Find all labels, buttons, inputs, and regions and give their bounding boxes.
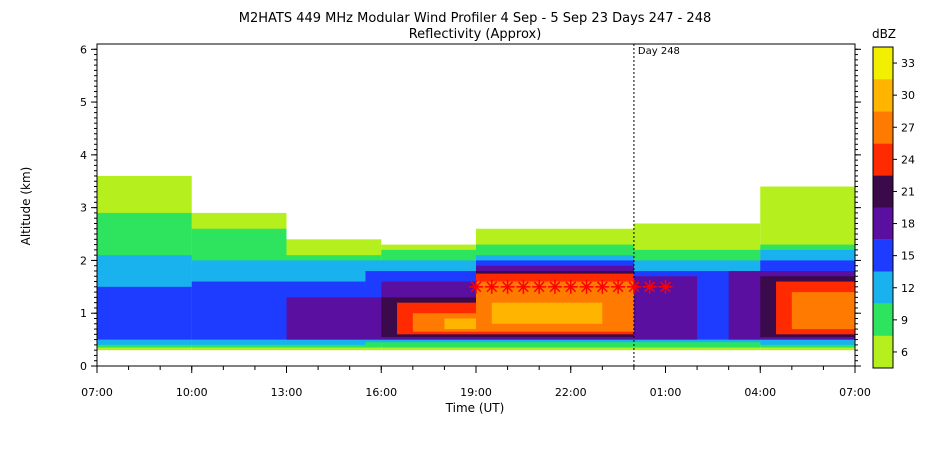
colorbar-swatch xyxy=(873,143,893,176)
x-axis-label: Time (UT) xyxy=(445,401,505,415)
x-tick-label: 07:00 xyxy=(839,386,871,399)
colorbar-swatch xyxy=(873,207,893,240)
x-tick-label: 19:00 xyxy=(460,386,492,399)
altitude-marker xyxy=(595,279,610,294)
reflectivity-block xyxy=(444,318,476,330)
chart-title: M2HATS 449 MHz Modular Wind Profiler 4 S… xyxy=(239,11,712,26)
colorbar-swatch xyxy=(873,335,893,368)
colorbar-tick-label: 24 xyxy=(901,153,915,166)
reflectivity-layer-30dbz xyxy=(444,302,603,330)
colorbar-tick-label: 6 xyxy=(901,346,908,359)
reflectivity-block xyxy=(286,297,382,340)
altitude-marker xyxy=(658,279,673,294)
colorbar-swatch xyxy=(873,79,893,112)
colorbar-swatch xyxy=(873,239,893,272)
colorbar-tick-label: 12 xyxy=(901,282,915,295)
plot-area: Day 248 xyxy=(97,44,855,366)
altitude-marker xyxy=(547,279,562,294)
altitude-marker xyxy=(469,279,483,294)
colorbar-swatch xyxy=(873,111,893,144)
x-tick-label: 04:00 xyxy=(744,386,776,399)
colorbar-tick-label: 18 xyxy=(901,218,915,231)
reflectivity-block xyxy=(491,302,603,324)
colorbar-tick-label: 27 xyxy=(901,121,915,134)
y-tick-label: 3 xyxy=(80,202,87,215)
colorbar-swatch xyxy=(873,303,893,336)
altitude-marker xyxy=(500,279,515,294)
chart-subtitle: Reflectivity (Approx) xyxy=(409,27,542,42)
colorbar-label: dBZ xyxy=(872,27,896,41)
colorbar-swatch xyxy=(873,47,893,80)
y-tick-label: 0 xyxy=(80,360,87,373)
x-tick-label: 07:00 xyxy=(81,386,113,399)
x-tick-label: 01:00 xyxy=(650,386,682,399)
colorbar-swatch xyxy=(873,271,893,304)
day-marker-label: Day 248 xyxy=(638,46,680,57)
altitude-marker xyxy=(516,279,531,294)
colorbar-swatch xyxy=(873,175,893,208)
y-tick-label: 5 xyxy=(80,96,87,109)
y-tick-label: 2 xyxy=(80,254,87,267)
x-tick-label: 13:00 xyxy=(271,386,303,399)
y-tick-label: 6 xyxy=(80,43,87,56)
y-tick-label: 4 xyxy=(80,149,87,162)
x-tick-label: 16:00 xyxy=(365,386,397,399)
altitude-marker xyxy=(484,279,499,294)
colorbar-tick-label: 15 xyxy=(901,250,915,263)
colorbar-tick-label: 21 xyxy=(901,185,915,198)
altitude-marker xyxy=(532,279,547,294)
y-axis-label: Altitude (km) xyxy=(19,167,33,246)
altitude-marker xyxy=(579,279,594,294)
colorbar-frame xyxy=(872,46,894,369)
reflectivity-block xyxy=(97,286,192,340)
colorbar-tick-label: 9 xyxy=(901,314,908,327)
x-tick-label: 22:00 xyxy=(555,386,587,399)
altitude-marker xyxy=(611,279,626,294)
y-tick-label: 1 xyxy=(80,307,87,320)
altitude-marker xyxy=(626,279,641,294)
altitude-marker xyxy=(642,279,657,294)
colorbar-tick-label: 30 xyxy=(901,89,915,102)
colorbar: 6 9 12 15 18 21 24 27 30 33 xyxy=(872,46,915,369)
altitude-marker xyxy=(563,279,578,294)
x-tick-label: 10:00 xyxy=(176,386,208,399)
axes: 0 1 2 3 4 5 6 07:00 10:00 13:00 16:00 19:00 22:00 01:… xyxy=(80,43,871,399)
colorbar-tick-label: 33 xyxy=(901,57,915,70)
reflectivity-block xyxy=(791,292,855,330)
